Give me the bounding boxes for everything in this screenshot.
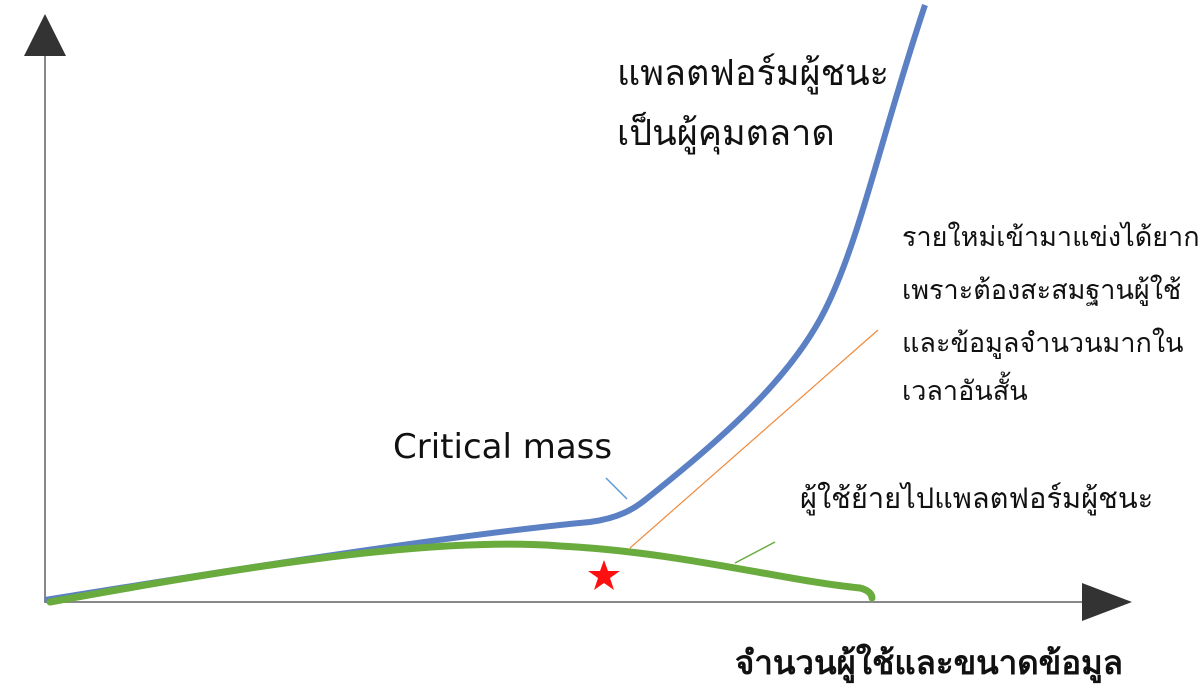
- migration-leader: [734, 541, 776, 564]
- winner-label: เป็นผู้คุมตลาด: [617, 110, 835, 155]
- barrier-note: เพราะต้องสะสมฐานผู้ใช้: [902, 274, 1181, 306]
- loser-curve: [46, 540, 876, 606]
- critical-mass-label: Critical mass: [393, 427, 612, 467]
- barrier-note: รายใหม่เข้ามาแข่งได้ยาก: [902, 221, 1200, 253]
- x-axis-arrow: [1082, 583, 1132, 621]
- barrier-note: และข้อมูลจำนวนมากใน: [902, 327, 1183, 359]
- critical-mass-leader: [605, 477, 628, 500]
- barrier-note: เวลาอันสั้น: [902, 371, 1028, 407]
- barrier-leader: [629, 329, 879, 549]
- winner-curve: [44, 4, 928, 603]
- migration-label: ผู้ใช้ย้ายไปแพลตฟอร์มผู้ชนะ: [800, 481, 1153, 516]
- critical-mass-star: [588, 560, 620, 590]
- x-axis-label: จำนวนผู้ใช้และขนาดข้อมูล: [735, 643, 1123, 684]
- winner-label: แพลตฟอร์มผู้ชนะ: [617, 53, 889, 95]
- y-axis-arrow: [24, 14, 66, 56]
